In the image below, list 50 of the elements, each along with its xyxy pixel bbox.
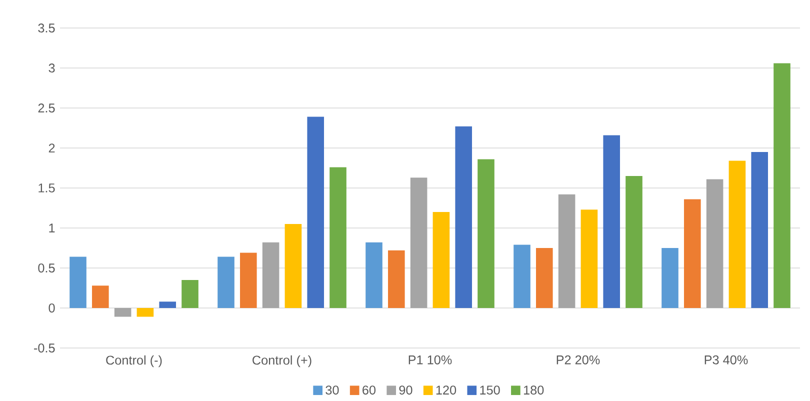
bar bbox=[684, 199, 701, 308]
bar bbox=[114, 308, 132, 317]
legend-label: 180 bbox=[524, 386, 544, 395]
bar bbox=[218, 256, 234, 308]
bar bbox=[662, 248, 678, 308]
bar bbox=[330, 167, 346, 308]
bar bbox=[307, 116, 324, 308]
legend-label: 120 bbox=[436, 386, 456, 395]
x-tick-label: Control (-) bbox=[106, 355, 162, 368]
x-tick-label: Control (+) bbox=[252, 355, 312, 368]
bar bbox=[182, 280, 198, 308]
bar bbox=[728, 160, 746, 308]
bar bbox=[388, 250, 405, 308]
legend-label: 60 bbox=[362, 386, 376, 395]
legend-label: 150 bbox=[480, 386, 500, 395]
y-tick-label: 3 bbox=[48, 64, 55, 72]
bar bbox=[136, 308, 154, 317]
bar bbox=[455, 126, 472, 308]
y-tick-label: 2.5 bbox=[38, 104, 55, 112]
y-tick-label: 0 bbox=[48, 304, 55, 312]
bar bbox=[751, 152, 768, 308]
bar bbox=[514, 244, 530, 308]
y-tick-label: -0.5 bbox=[34, 344, 55, 352]
bar bbox=[626, 176, 642, 308]
y-tick-label: 2 bbox=[48, 144, 55, 152]
bar bbox=[580, 210, 598, 308]
bar bbox=[262, 242, 280, 308]
bar bbox=[410, 178, 428, 308]
bar bbox=[366, 242, 382, 308]
y-tick-label: 1.5 bbox=[38, 184, 55, 192]
x-tick-label: P1 10% bbox=[408, 355, 452, 364]
bar bbox=[159, 302, 176, 308]
y-tick-label: 3.5 bbox=[38, 24, 55, 32]
bar bbox=[478, 159, 494, 308]
bar bbox=[70, 256, 86, 308]
bar bbox=[603, 135, 620, 308]
y-tick-label: 0.5 bbox=[38, 264, 55, 272]
bar bbox=[240, 252, 257, 308]
bar bbox=[536, 248, 553, 308]
y-tick-label: 1 bbox=[49, 224, 55, 232]
legend-label: 90 bbox=[399, 386, 412, 395]
bar bbox=[558, 194, 576, 308]
bar bbox=[774, 63, 790, 308]
legend-label: 30 bbox=[326, 386, 339, 395]
bar bbox=[284, 224, 302, 308]
x-tick-label: P2 20% bbox=[556, 355, 600, 364]
bar bbox=[92, 286, 109, 308]
bar bbox=[432, 212, 450, 308]
x-tick-label: P3 40% bbox=[704, 355, 748, 364]
bar bbox=[706, 179, 724, 308]
